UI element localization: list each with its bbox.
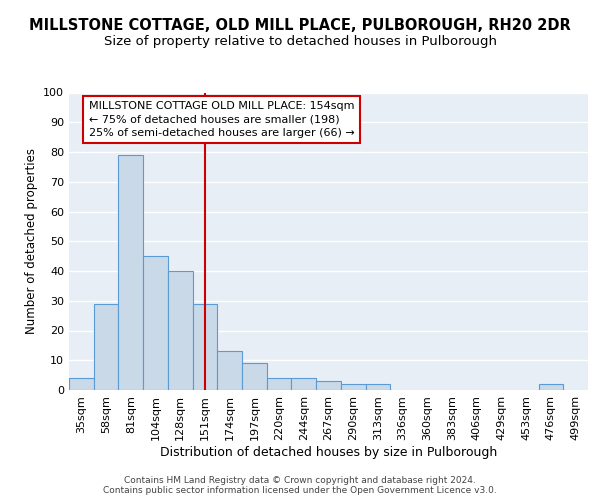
Bar [292,378,316,390]
X-axis label: Distribution of detached houses by size in Pulborough: Distribution of detached houses by size … [160,446,497,458]
Bar [69,378,94,390]
Y-axis label: Number of detached properties: Number of detached properties [25,148,38,334]
Bar [168,271,193,390]
Bar [242,363,267,390]
Bar [143,256,168,390]
Text: Contains HM Land Registry data © Crown copyright and database right 2024.: Contains HM Land Registry data © Crown c… [124,476,476,485]
Bar [365,384,390,390]
Bar [193,304,217,390]
Bar [94,304,118,390]
Bar [267,378,292,390]
Text: Size of property relative to detached houses in Pulborough: Size of property relative to detached ho… [104,35,497,48]
Text: MILLSTONE COTTAGE, OLD MILL PLACE, PULBOROUGH, RH20 2DR: MILLSTONE COTTAGE, OLD MILL PLACE, PULBO… [29,18,571,32]
Bar [118,155,143,390]
Bar [341,384,365,390]
Bar [316,381,341,390]
Bar [217,352,242,390]
Text: Contains public sector information licensed under the Open Government Licence v3: Contains public sector information licen… [103,486,497,495]
Text: MILLSTONE COTTAGE OLD MILL PLACE: 154sqm
← 75% of detached houses are smaller (1: MILLSTONE COTTAGE OLD MILL PLACE: 154sqm… [89,102,355,138]
Bar [539,384,563,390]
